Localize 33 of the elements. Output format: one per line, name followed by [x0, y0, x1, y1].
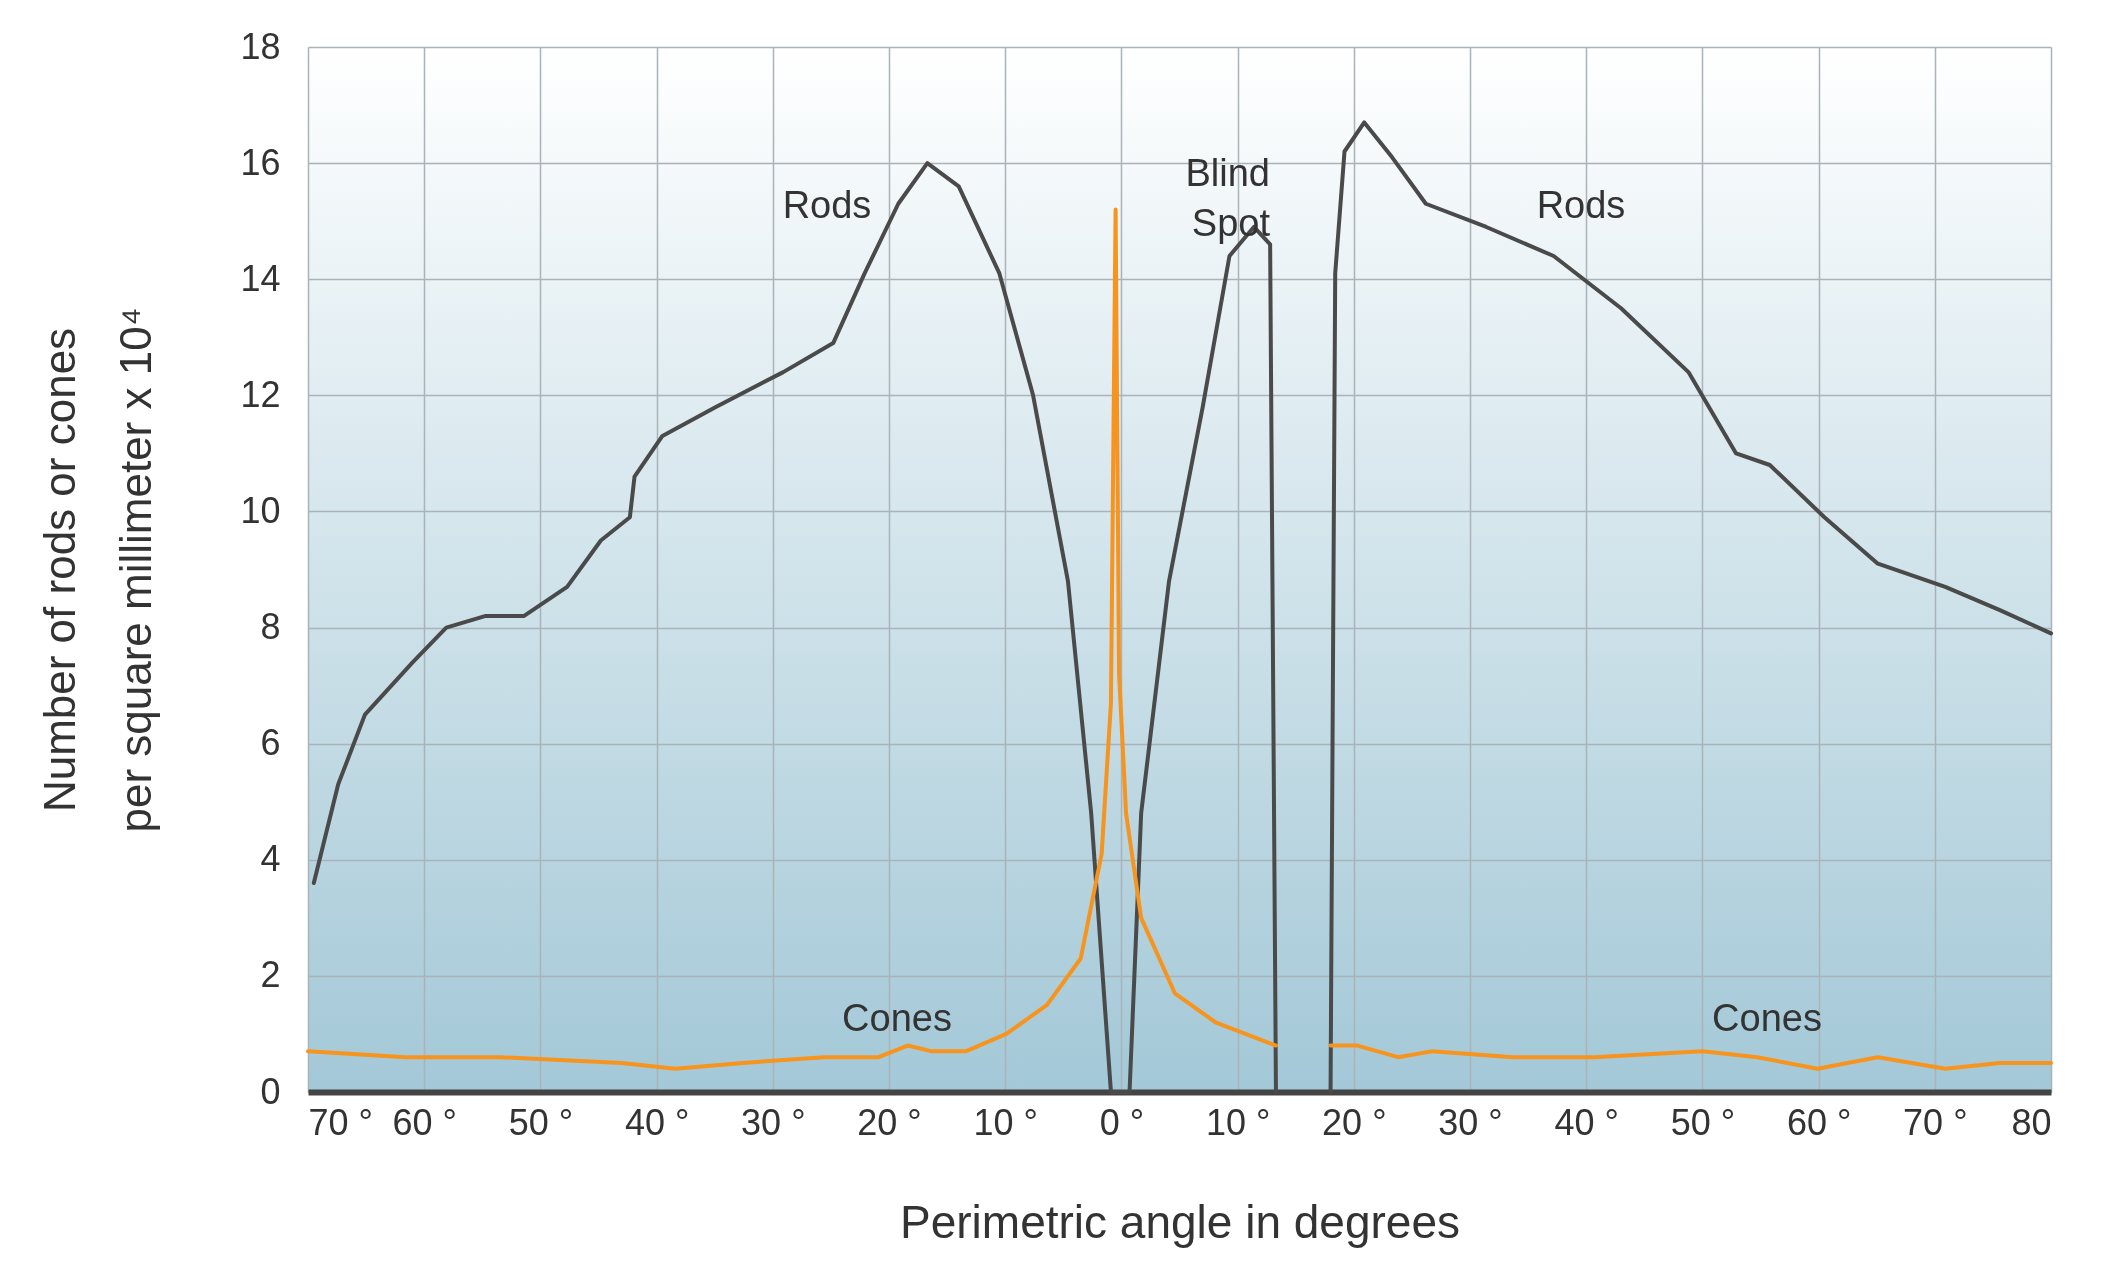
x-tick-label: 0 °: [1099, 1101, 1145, 1143]
x-tick-label: 80: [2011, 1101, 2052, 1143]
y-tick-label: 6: [260, 722, 281, 764]
annotation: Rods: [782, 184, 872, 226]
y-tick-label: 2: [260, 954, 281, 996]
y-tick-label: 18: [240, 25, 281, 67]
annotation: Cones: [1712, 997, 1822, 1039]
annotation: Blind Spot: [1185, 152, 1271, 244]
x-tick-label: 50 °: [1670, 1101, 1736, 1143]
x-tick-label: 30 °: [1438, 1101, 1503, 1143]
y-tick-label: 10: [240, 489, 281, 531]
x-tick-label: 70 °: [308, 1101, 373, 1143]
x-tick-label: 10 °: [1205, 1101, 1271, 1143]
x-tick-label: 40 °: [1554, 1101, 1619, 1143]
x-tick-label: 20 °: [1322, 1101, 1387, 1143]
x-tick-label: 50 °: [508, 1101, 574, 1143]
y-tick-label: 14: [240, 257, 281, 299]
x-tick-label: 20 °: [857, 1101, 922, 1143]
x-tick-label: 30 °: [741, 1101, 806, 1143]
x-axis-title: Perimetric angle in degrees: [900, 1195, 1460, 1248]
y-tick-label: 12: [240, 373, 281, 415]
x-tick-label: 40 °: [624, 1101, 690, 1143]
y-tick-label: 0: [260, 1070, 281, 1112]
y-tick-label: 4: [260, 838, 281, 880]
x-tick-label: 70 °: [1903, 1101, 1968, 1143]
y-axis-title: Number of rods or cones per square millimeter x 10⁴: [35, 307, 161, 833]
x-tick-label: 60 °: [1786, 1101, 1852, 1143]
y-tick-label: 16: [240, 141, 281, 183]
y-tick-label: 8: [260, 606, 281, 648]
x-tick-label: 10 °: [973, 1101, 1038, 1143]
annotation: Rods: [1536, 184, 1626, 226]
annotation: Cones: [842, 997, 952, 1039]
x-tick-label: 60 °: [392, 1101, 457, 1143]
